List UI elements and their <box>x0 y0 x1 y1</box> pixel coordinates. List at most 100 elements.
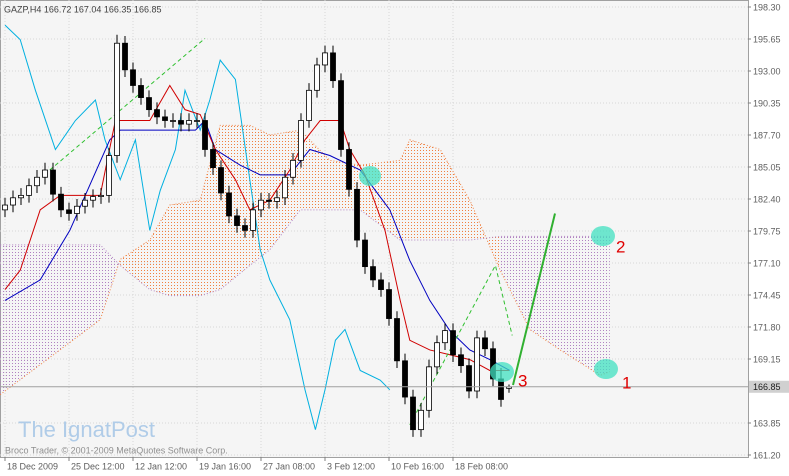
candle-body <box>354 188 360 241</box>
candle-body <box>274 197 280 202</box>
y-tick-label: 177.10 <box>753 258 781 268</box>
cloud-fill <box>100 244 121 320</box>
candle-body <box>58 193 64 211</box>
x-tick-label: 25 Dec 12:00 <box>71 461 125 471</box>
highlight-circle <box>594 359 618 379</box>
candle-body <box>306 89 312 121</box>
candle-body <box>258 199 264 211</box>
candle-body <box>122 42 128 71</box>
candle-body <box>242 225 248 231</box>
current-price-box <box>749 380 789 393</box>
candle-body <box>2 204 8 211</box>
candle-body <box>250 209 256 231</box>
y-tick-label: 171.80 <box>753 322 781 332</box>
highlight-circle <box>490 362 514 382</box>
candle-body <box>202 120 208 150</box>
y-tick-label: 185.05 <box>753 162 781 172</box>
x-tick-label: 27 Jan 08:00 <box>263 461 315 471</box>
indicator-line <box>512 213 556 386</box>
candle-body <box>154 109 160 118</box>
candle-body <box>82 199 88 207</box>
candle-body <box>90 196 96 201</box>
cloud-span <box>0 124 610 396</box>
candle-body <box>322 52 328 66</box>
candle-body <box>370 266 376 281</box>
cloud-fill <box>149 205 170 296</box>
watermark: The IgnatPost <box>18 417 155 442</box>
candle-body <box>378 279 384 290</box>
x-tick-label: 18 Dec 2009 <box>7 461 58 471</box>
cloud-fill <box>169 200 201 296</box>
annotation: 2 <box>616 237 625 256</box>
candle-body <box>146 97 152 111</box>
highlight-circle <box>591 226 615 246</box>
candle-body <box>226 192 232 217</box>
candle-body <box>26 185 32 196</box>
cloud-fill <box>600 236 610 376</box>
candle-body <box>178 120 184 125</box>
y-tick-label: 190.35 <box>753 98 781 108</box>
candle-body <box>66 209 72 214</box>
candle-body <box>498 378 504 400</box>
candle-body <box>266 199 272 202</box>
candle-body <box>106 155 112 196</box>
y-tick-label: 174.45 <box>753 290 781 300</box>
candle-body <box>386 289 392 319</box>
y-tick-label: 193.00 <box>753 66 781 76</box>
candle-body <box>346 149 352 190</box>
candle-body <box>338 80 344 150</box>
candle-body <box>234 215 240 226</box>
candle-body <box>434 342 440 368</box>
candle-body <box>210 149 216 169</box>
candle-body <box>410 396 416 431</box>
y-tick-label: 182.40 <box>753 194 781 204</box>
cloud-fill <box>329 160 361 210</box>
candle-body <box>330 52 336 82</box>
candle-body <box>50 169 56 195</box>
x-tick-label: 19 Jan 16:00 <box>199 461 251 471</box>
y-tick-label: 198.30 <box>753 2 781 12</box>
candle-body <box>482 337 488 350</box>
candle-body <box>442 330 448 344</box>
candle-body <box>450 330 456 356</box>
cloud-fill <box>400 139 410 241</box>
candle-body <box>466 365 472 392</box>
candle-body <box>290 159 296 178</box>
cloud-fill <box>500 236 530 330</box>
candle-body <box>418 409 424 431</box>
candle-body <box>18 194 24 199</box>
candle-body <box>138 85 144 98</box>
candle-body <box>170 120 176 122</box>
candle-body <box>34 176 40 187</box>
cloud-span <box>0 209 610 297</box>
candle-body <box>162 116 168 121</box>
x-tick-label: 3 Feb 12:00 <box>327 461 375 471</box>
candle-body <box>194 120 200 122</box>
cloud-fill <box>529 236 561 350</box>
y-tick-label: 187.70 <box>753 130 781 140</box>
candle-body <box>114 42 120 156</box>
candle-body <box>314 64 320 91</box>
cloud-fill <box>300 130 330 210</box>
indicator-line <box>49 38 513 426</box>
candle-body <box>74 205 80 214</box>
candle-body <box>186 120 192 125</box>
candle-body <box>98 194 104 197</box>
cloud-fill <box>440 149 470 241</box>
candle-body <box>298 120 304 161</box>
candle-body <box>282 176 288 199</box>
candle-body <box>426 366 432 411</box>
x-tick-label: 10 Feb 16:00 <box>391 461 444 471</box>
y-tick-label: 161.20 <box>753 450 781 460</box>
y-tick-label: 163.85 <box>753 418 781 428</box>
candle-body <box>42 169 48 178</box>
x-tick-label: 12 Jan 12:00 <box>135 461 187 471</box>
x-tick-label: 18 Feb 08:00 <box>455 461 508 471</box>
candle-body <box>458 354 464 367</box>
y-tick-label: 195.65 <box>753 34 781 44</box>
y-tick-label: 169.15 <box>753 354 781 364</box>
candle-body <box>218 167 224 194</box>
candle-body <box>394 318 400 362</box>
annotation: 3 <box>518 371 527 390</box>
candle-body <box>130 69 136 86</box>
